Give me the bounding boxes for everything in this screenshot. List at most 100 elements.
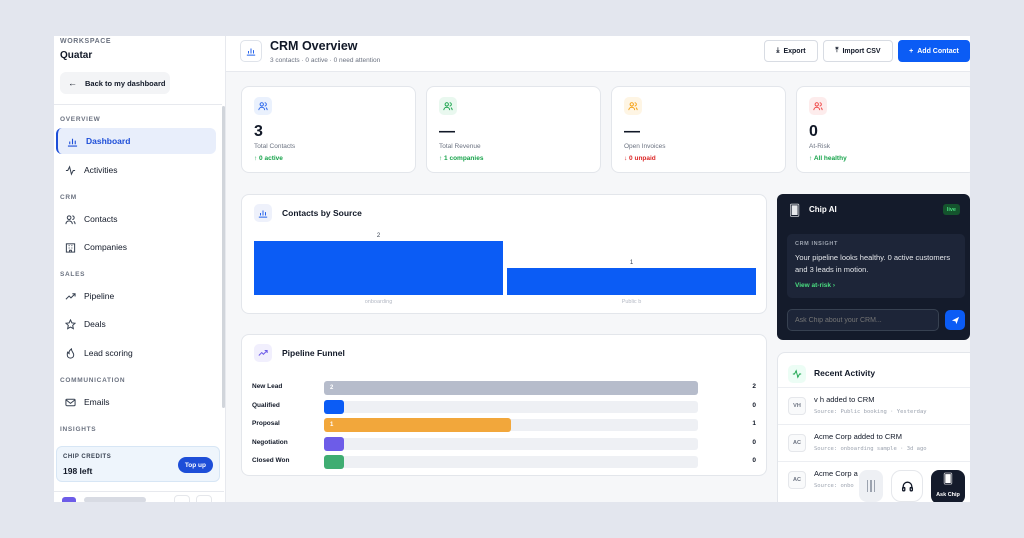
avatar [62,497,76,502]
sidebar: WORKSPACE Quatar ← Back to my dashboard … [54,36,226,502]
users-icon [624,97,642,115]
chip-ai-panel: 🂠 Chip AI live CRM INSIGHT Your pipeline… [777,194,970,340]
activity-meta: Source: onboarding sample · 3d ago [814,446,927,452]
stat-label: Total Contacts [254,143,296,150]
user-row[interactable] [54,491,224,502]
arrow-left-icon: ← [68,78,77,88]
stat-subtext: ↑ 1 companies [439,155,484,162]
stat-subtext: ↓ 0 unpaid [624,155,656,162]
activity-text: Acme Corp added to CRM [814,432,902,441]
users-icon [809,97,827,115]
tick-label: onboarding [365,299,393,305]
sidebar-item-companies[interactable]: Companies [56,234,216,260]
sidebar-item-activities[interactable]: Activities [56,157,216,183]
page-subtitle: 3 contacts · 0 active · 0 need attention [270,57,381,64]
sidebar-item-label: Contacts [84,214,118,224]
bar-chart-icon [240,40,262,62]
card-title: Recent Activity [814,368,876,378]
export-button[interactable]: ⤓ Export [764,40,818,62]
list-item[interactable]: VH v h added to CRM Source: Public booki… [778,387,970,423]
settings-icon[interactable] [174,495,190,502]
import-label: Import CSV [842,47,881,55]
section-sales: SALES [60,271,86,278]
activity-text: v h added to CRM [814,395,875,404]
funnel-track [324,456,698,468]
page-title: CRM Overview [270,39,358,53]
stat-value: — [439,123,455,140]
sidebar-item-deals[interactable]: Deals [56,311,216,337]
stat-subtext: ↑ 0 active [254,155,283,162]
sidebar-item-contacts[interactable]: Contacts [56,206,216,232]
back-label: Back to my dashboard [85,78,166,88]
ask-chip-button[interactable]: 🂠 Ask Chip [931,470,965,502]
activity-text: Acme Corp a [814,469,858,478]
stat-card-total-contacts[interactable]: 3 Total Contacts ↑ 0 active [241,86,416,173]
drag-handle-icon[interactable] [859,470,883,502]
send-icon [951,316,959,324]
chip-ask-input[interactable] [787,309,939,331]
logout-icon[interactable] [196,495,212,502]
sidebar-item-label: Emails [84,397,110,407]
building-icon [64,241,76,253]
ask-chip-label: Ask Chip [936,492,960,498]
plus-icon: + [909,47,914,55]
sidebar-item-emails[interactable]: Emails [56,389,216,415]
add-contact-label: Add Contact [917,47,959,55]
import-csv-button[interactable]: ⤒ Import CSV [823,40,893,62]
insight-label: CRM INSIGHT [795,241,838,247]
contacts-by-source-chart: 2 onboarding 1 Public b [254,233,756,305]
credits-value: 198 left [63,466,93,476]
sidebar-scrollbar[interactable] [222,106,225,408]
stat-card-open-invoices[interactable]: — Open Invoices ↓ 0 unpaid [611,86,786,173]
sidebar-item-pipeline[interactable]: Pipeline [56,283,216,309]
activity-icon [788,365,806,383]
workspace-name[interactable]: Quatar [60,50,93,61]
list-item[interactable]: AC Acme Corp added to CRM Source: onboar… [778,424,970,460]
chart-bar[interactable] [507,268,756,295]
funnel-track [324,437,698,450]
funnel-stage-label: Proposal [252,420,280,427]
view-at-risk-link[interactable]: View at-risk › [795,282,835,289]
funnel-bar [324,399,344,414]
crm-insight: CRM INSIGHT Your pipeline looks healthy.… [787,234,965,298]
stat-value: — [624,123,640,140]
chart-bar[interactable] [254,241,503,295]
section-communication: COMMUNICATION [60,377,126,384]
stat-card-at-risk[interactable]: 0 At-Risk ↑ All healthy [796,86,970,173]
upload-icon: ⤒ [835,47,839,54]
users-icon [254,97,272,115]
funnel-bar: 2 [324,381,698,395]
support-button[interactable] [891,470,923,502]
trend-icon [254,344,272,362]
sidebar-item-label: Dashboard [86,136,131,146]
sidebar-item-label: Activities [84,165,118,175]
users-icon [439,97,457,115]
floating-dock: 🂠 Ask Chip [859,470,969,502]
avatar: AC [788,434,806,452]
sidebar-item-label: Pipeline [84,291,115,301]
insight-text: Your pipeline looks healthy. 0 active cu… [795,253,951,274]
funnel-bar [324,436,344,451]
send-button[interactable] [945,310,965,330]
funnel-stage-label: Closed Won [252,457,290,464]
back-to-dashboard-button[interactable]: ← Back to my dashboard [60,72,170,94]
chip-title: Chip AI [809,205,837,214]
sidebar-item-lead-scoring[interactable]: Lead scoring [56,340,216,366]
funnel-count: 1 [752,420,756,427]
stat-card-total-revenue[interactable]: — Total Revenue ↑ 1 companies [426,86,601,173]
bar-chart-icon [254,204,272,222]
pipeline-funnel-card: Pipeline Funnel New Lead 2 2 Qualified 0 Prop… [241,334,767,476]
contacts-by-source-card: Contacts by Source 2 onboarding 1 Public b [241,194,767,314]
stat-value: 0 [809,123,818,140]
sidebar-item-dashboard[interactable]: Dashboard [56,128,216,154]
stat-subtext: ↑ All healthy [809,155,847,162]
top-up-button[interactable]: Top up [177,457,213,473]
data-label: 1 [630,260,634,266]
list-item[interactable]: AC Acme Corp a Source: onbo [778,461,970,497]
app-window: WORKSPACE Quatar ← Back to my dashboard … [54,36,970,502]
add-contact-button[interactable]: + Add Contact [898,40,970,62]
stat-value: 3 [254,123,263,140]
activity-meta: Source: onbo [814,483,854,489]
user-name-placeholder [84,497,146,502]
status-badge: live [942,204,960,215]
